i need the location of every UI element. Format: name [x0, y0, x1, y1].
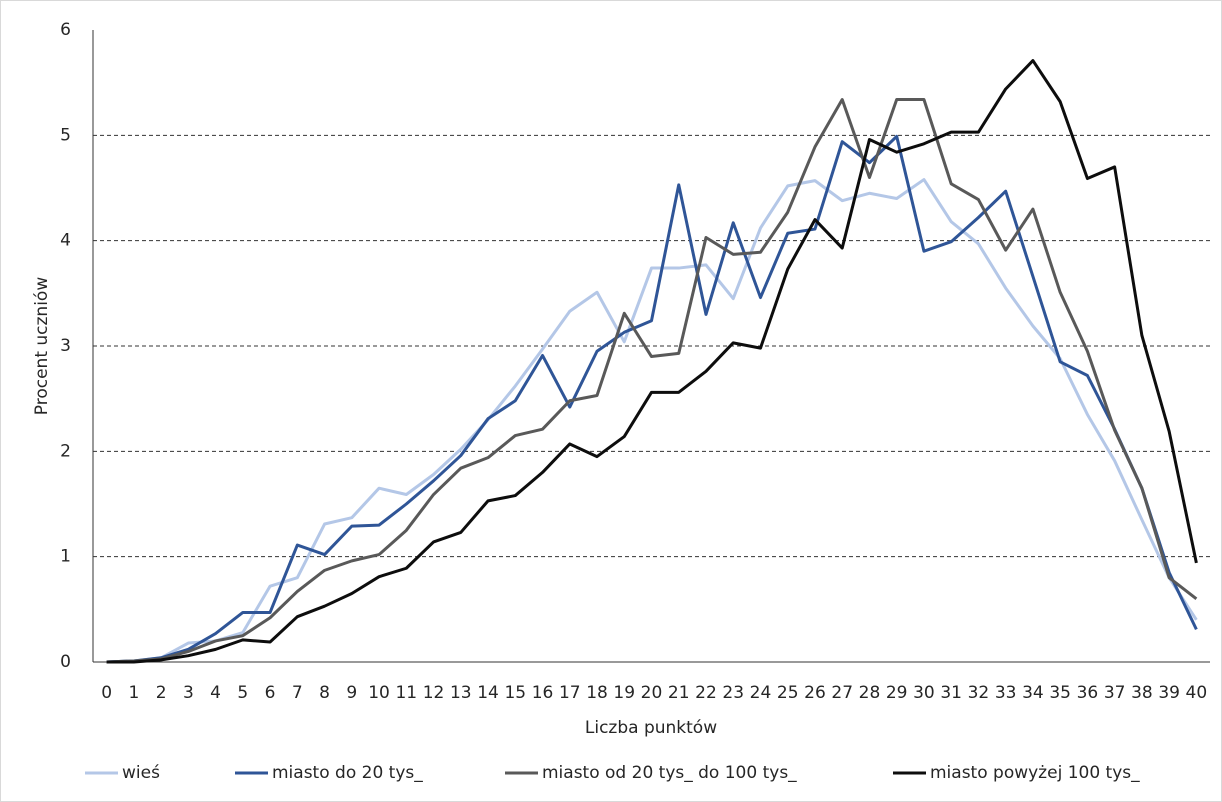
x-tick-label: 37	[1104, 683, 1126, 703]
y-tick-label: 4	[60, 231, 71, 251]
x-tick-label: 22	[695, 683, 717, 703]
x-tick-label: 3	[183, 683, 194, 703]
x-tick-label: 9	[346, 683, 357, 703]
x-tick-label: 16	[532, 683, 554, 703]
x-tick-label: 2	[156, 683, 167, 703]
x-tick-label: 6	[265, 683, 276, 703]
series-line	[106, 59, 1198, 664]
x-tick-label: 36	[1077, 683, 1099, 703]
y-tick-label: 0	[60, 652, 71, 672]
x-tick-label: 33	[995, 683, 1017, 703]
x-tick-label: 4	[210, 683, 221, 703]
x-tick-label: 32	[968, 683, 990, 703]
x-tick-label: 19	[613, 683, 635, 703]
x-tick-label: 28	[859, 683, 881, 703]
legend-label: miasto powyżej 100 tys_	[930, 763, 1140, 783]
x-tick-label: 31	[940, 683, 962, 703]
x-tick-label: 0	[101, 683, 112, 703]
legend-label: miasto do 20 tys_	[272, 763, 423, 783]
x-tick-label: 38	[1131, 683, 1153, 703]
legend-label: wieś	[122, 763, 160, 783]
x-tick-label: 10	[368, 683, 390, 703]
series-line	[106, 178, 1198, 664]
x-tick-label: 1	[128, 683, 139, 703]
y-axis-label: Procent uczniów	[32, 277, 52, 416]
x-tick-label: 35	[1049, 683, 1071, 703]
x-tick-label: 26	[804, 683, 826, 703]
series-line	[106, 134, 1198, 664]
x-tick-label: 34	[1022, 683, 1044, 703]
y-tick-label: 2	[60, 441, 71, 461]
x-tick-label: 7	[292, 683, 303, 703]
x-tick-label: 8	[319, 683, 330, 703]
y-tick-label: 3	[60, 336, 71, 356]
x-tick-label: 20	[641, 683, 663, 703]
x-tick-label: 25	[777, 683, 799, 703]
x-tick-label: 11	[395, 683, 417, 703]
x-axis-label: Liczba punktów	[585, 718, 717, 738]
x-tick-label: 5	[237, 683, 248, 703]
x-tick-label: 24	[750, 683, 772, 703]
y-tick-label: 6	[60, 20, 71, 40]
x-tick-label: 27	[831, 683, 853, 703]
x-tick-label: 14	[477, 683, 499, 703]
x-tick-label: 39	[1158, 683, 1180, 703]
x-tick-label: 21	[668, 683, 690, 703]
x-tick-label: 29	[886, 683, 908, 703]
x-tick-label: 17	[559, 683, 581, 703]
y-tick-label: 1	[60, 547, 71, 567]
legend-label: miasto od 20 tys_ do 100 tys_	[542, 763, 797, 783]
x-tick-label: 12	[423, 683, 445, 703]
x-tick-label: 30	[913, 683, 935, 703]
x-tick-label: 13	[450, 683, 472, 703]
series-line	[106, 98, 1198, 664]
x-tick-label: 23	[722, 683, 744, 703]
x-tick-label: 15	[504, 683, 526, 703]
x-tick-label: 18	[586, 683, 608, 703]
x-tick-label: 40	[1186, 683, 1208, 703]
y-tick-label: 5	[60, 125, 71, 145]
